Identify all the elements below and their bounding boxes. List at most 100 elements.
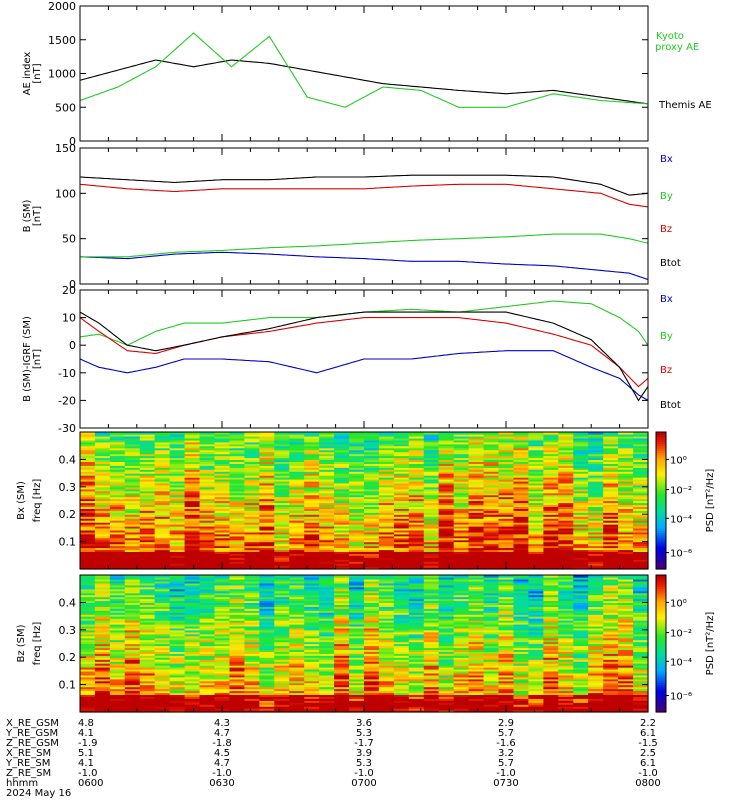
spectrogram-cell	[184, 443, 201, 447]
spectrogram-cell	[214, 645, 230, 649]
spectrogram-cell	[408, 502, 425, 506]
spectrogram-cell	[543, 667, 559, 670]
spectrogram-cell	[528, 575, 544, 578]
spectrogram-cell	[229, 437, 245, 441]
spectrogram-cell	[169, 441, 186, 445]
spectrogram-cell	[304, 710, 320, 713]
spectrogram-cell	[259, 473, 275, 476]
spectrogram-cell	[349, 686, 365, 690]
spectrogram-cell	[94, 627, 111, 631]
spectrogram-cell	[453, 667, 470, 670]
spectrogram-cell	[423, 557, 440, 560]
spectrogram-cell	[229, 657, 245, 660]
spectrogram-cell	[438, 465, 455, 468]
spectrogram-cell	[274, 649, 290, 652]
spectrogram-cell	[498, 598, 514, 602]
spectrogram-cell	[229, 696, 245, 699]
spectrogram-cell	[259, 457, 275, 460]
spectrogram-cell	[468, 594, 485, 598]
spectrogram-cell	[438, 480, 455, 484]
spectrogram-cell	[184, 604, 201, 607]
spectrogram-cell	[468, 482, 485, 486]
spectrogram-cell	[319, 635, 335, 639]
spectrogram-cell	[154, 710, 171, 713]
spectrogram-cell	[438, 584, 455, 588]
spectrogram-cell	[603, 451, 619, 455]
spectrogram-cell	[154, 704, 171, 707]
spectrogram-cell	[169, 645, 186, 649]
spectrogram-cell	[214, 437, 230, 441]
spectrogram-cell	[139, 435, 156, 439]
spectrogram-cell	[633, 488, 649, 492]
spectrogram-cell	[169, 545, 186, 549]
spectrogram-cell	[184, 488, 201, 492]
spectrogram-cell	[229, 463, 245, 466]
spectrogram-cell	[453, 471, 470, 474]
spectrogram-cell	[289, 443, 305, 447]
spectrogram-cell	[139, 590, 156, 594]
spectrogram-cell	[80, 434, 96, 437]
spectrogram-cell	[214, 682, 230, 686]
spectrogram-cell	[109, 690, 126, 694]
spectrogram-cell	[408, 488, 425, 492]
spectrogram-cell	[154, 653, 171, 656]
spectrogram-cell	[558, 561, 574, 564]
spectrogram-cell	[274, 549, 290, 552]
spectrogram-cell	[483, 629, 500, 633]
spectrogram-cell	[319, 510, 335, 513]
spectrogram-cell	[139, 667, 156, 670]
spectrogram-cell	[289, 559, 305, 562]
spectrogram-cell	[633, 434, 649, 437]
spectrogram-cell	[438, 706, 455, 709]
spectrogram-cell	[468, 437, 485, 441]
spectrogram-cell	[154, 518, 171, 521]
spectrogram-cell	[468, 700, 485, 703]
spectrogram-cell	[573, 516, 589, 519]
spectrogram-cell	[289, 700, 305, 703]
spectrogram-cell	[80, 655, 96, 658]
spectrogram-cell	[124, 700, 141, 703]
spectrogram-cell	[408, 668, 425, 672]
spectrogram-cell	[633, 447, 649, 451]
spectrogram-cell	[229, 674, 245, 678]
spectrogram-cell	[364, 608, 380, 611]
spectrogram-cell	[423, 514, 440, 517]
spectrogram-cell	[334, 445, 350, 449]
spectrogram-cell	[244, 686, 260, 690]
spectrogram-cell	[349, 588, 365, 592]
spectrogram-cell	[334, 455, 350, 459]
spectrogram-cell	[80, 565, 96, 568]
spectrogram-cell	[199, 510, 216, 513]
spectrogram-cell	[408, 524, 425, 527]
spectrogram-cell	[528, 622, 544, 625]
spectrogram-cell	[378, 684, 395, 688]
spectrogram-cell	[80, 543, 96, 547]
spectrogram-cell	[334, 637, 350, 641]
spectrogram-cell	[633, 553, 649, 556]
spectrogram-cell	[364, 475, 380, 478]
spectrogram-cell	[378, 657, 395, 660]
spectrogram-cell	[483, 525, 500, 529]
spectrogram-cell	[423, 543, 440, 547]
spectrogram-cell	[349, 668, 365, 672]
spectrogram-cell	[378, 518, 395, 521]
spectrogram-cell	[349, 602, 365, 605]
spectrogram-cell	[364, 582, 380, 586]
spectrogram-cell	[483, 696, 500, 699]
spectrogram-cell	[588, 435, 604, 439]
spectrogram-cell	[334, 547, 350, 551]
spectrogram-cell	[274, 555, 290, 558]
spectrogram-cell	[408, 504, 425, 507]
spectrogram-cell	[169, 706, 186, 709]
spectrogram-cell	[408, 520, 425, 523]
spectrogram-cell	[603, 524, 619, 527]
spectrogram-cell	[393, 506, 410, 509]
spectrogram-cell	[94, 563, 111, 566]
spectrogram-cell	[558, 479, 574, 482]
spectrogram-cell	[364, 508, 380, 511]
spectrogram-cell	[244, 473, 260, 476]
spectrogram-cell	[393, 580, 410, 584]
spectrogram-cell	[259, 616, 275, 619]
spectrogram-cell	[169, 639, 186, 643]
spectrogram-cell	[229, 555, 245, 558]
